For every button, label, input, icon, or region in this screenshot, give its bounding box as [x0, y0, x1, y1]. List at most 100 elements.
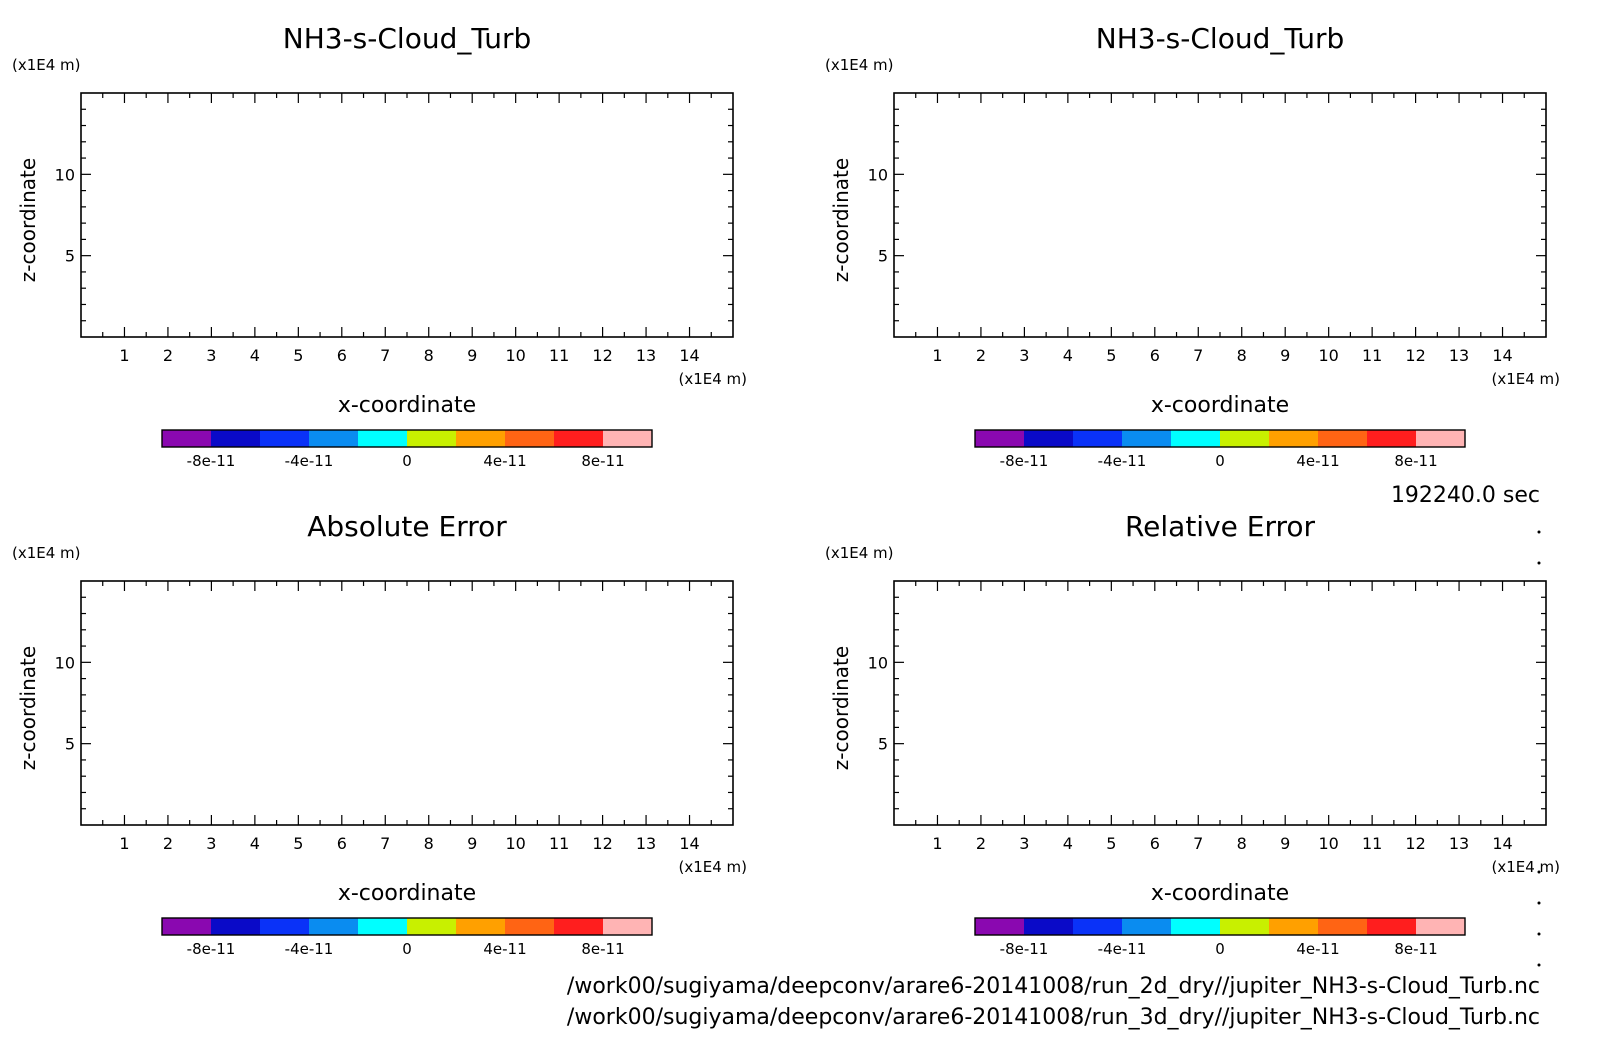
- y-tick-label: 5: [65, 735, 75, 754]
- colorbar-tick-label: -8e-11: [1000, 940, 1049, 958]
- x-axis-label: x-coordinate: [1151, 393, 1289, 418]
- y-axis-label: z-coordinate: [16, 646, 40, 770]
- x-tick-label: 8: [424, 834, 434, 853]
- x-tick-label: 5: [293, 346, 303, 365]
- x-tick-label: 10: [1318, 346, 1338, 365]
- colorbar-segment: [1122, 918, 1171, 935]
- chart-panel: NH3-s-Cloud_Turb(x1E4 m)1 2 3 4 5 6 7 8 9 10 11 12 1…: [12, 22, 747, 470]
- colorbar-frame: [974, 917, 1466, 936]
- colorbar-tick-label: -4e-11: [1098, 940, 1147, 958]
- x-tick-label: 7: [1193, 834, 1203, 853]
- x-tick-label: 2: [976, 346, 986, 365]
- colorbar-tick-label: -8e-11: [187, 940, 236, 958]
- colorbar-frame: [161, 917, 653, 936]
- x-tick-label: 13: [1449, 834, 1469, 853]
- panels: NH3-s-Cloud_Turb(x1E4 m)1 2 3 4 5 6 7 8 9 10 11 12 1…: [12, 22, 1560, 958]
- colorbar-tick-label: 0: [1215, 940, 1225, 958]
- y-axis-label: z-coordinate: [16, 158, 40, 282]
- colorbar-segment: [358, 430, 407, 447]
- x-tick-label: 6: [1150, 834, 1160, 853]
- colorbar-segment: [1073, 430, 1122, 447]
- colorbar-segment: [1367, 430, 1416, 447]
- chart-title: Absolute Error: [307, 510, 507, 543]
- x-tick-label: 9: [467, 834, 477, 853]
- colorbar-segment: [1122, 430, 1171, 447]
- x-tick-label: 5: [293, 834, 303, 853]
- y-tick-label: 10: [868, 165, 888, 184]
- colorbar: -8e-11 -4e-11 0 4e-11 8e-11: [974, 917, 1466, 958]
- colorbar-segment: [1073, 918, 1122, 935]
- colorbar-tick-label: -4e-11: [1098, 452, 1147, 470]
- plot-frame: [893, 92, 1547, 338]
- y-unit-label: (x1E4 m): [825, 544, 894, 562]
- colorbar-segment: [1318, 430, 1367, 447]
- x-unit-label: (x1E4 m): [1491, 370, 1560, 388]
- x-tick-label: 11: [1362, 834, 1382, 853]
- x-tick-label: 1: [932, 346, 942, 365]
- colorbar-tick-label: -8e-11: [1000, 452, 1049, 470]
- colorbar-tick-label: -4e-11: [285, 452, 334, 470]
- plot-frame: [893, 580, 1547, 826]
- x-tick-label: 10: [505, 346, 525, 365]
- colorbar-segment: [358, 918, 407, 935]
- x-tick-label: 11: [549, 834, 569, 853]
- x-tick-label: 9: [1280, 834, 1290, 853]
- colorbar-tick-label: 0: [1215, 452, 1225, 470]
- x-tick-label: 3: [1019, 346, 1029, 365]
- colorbar-segment: [1024, 918, 1073, 935]
- y-unit-label: (x1E4 m): [825, 56, 894, 74]
- colorbar-segment: [456, 430, 505, 447]
- colorbar-tick-label: -8e-11: [187, 452, 236, 470]
- x-tick-label: 1: [932, 834, 942, 853]
- colorbar-segment: [505, 918, 554, 935]
- time-label: 192240.0 sec: [1391, 483, 1540, 508]
- y-axis-label: z-coordinate: [829, 646, 853, 770]
- colorbar-segment: [260, 918, 309, 935]
- x-tick-label: 14: [1492, 346, 1512, 365]
- colorbar-segment: [162, 918, 211, 935]
- x-unit-label: (x1E4 m): [678, 370, 747, 388]
- y-tick-label: 5: [878, 735, 888, 754]
- x-tick-label: 3: [1019, 834, 1029, 853]
- colorbar-tick-label: 8e-11: [1394, 940, 1437, 958]
- colorbar-segment: [1171, 430, 1220, 447]
- x-tick-label: 3: [206, 346, 216, 365]
- colorbar-segment: [1269, 918, 1318, 935]
- x-axis-label: x-coordinate: [338, 393, 476, 418]
- colorbar-segment: [1220, 918, 1269, 935]
- file-path-2d: /work00/sugiyama/deepconv/arare6-2014100…: [567, 974, 1540, 999]
- x-unit-label: (x1E4 m): [1491, 858, 1560, 876]
- x-tick-label: 8: [1237, 834, 1247, 853]
- colorbar-segment: [1269, 430, 1318, 447]
- y-unit-label: (x1E4 m): [12, 544, 81, 562]
- colorbar-segment: [975, 918, 1024, 935]
- colorbar-segment: [1220, 430, 1269, 447]
- colorbar-segment: [211, 430, 260, 447]
- y-tick-label: 5: [65, 247, 75, 266]
- x-tick-label: 6: [337, 834, 347, 853]
- colorbar-frame: [974, 429, 1466, 448]
- colorbar-segment: [162, 430, 211, 447]
- colorbar-segment: [554, 430, 603, 447]
- x-unit-label: (x1E4 m): [678, 858, 747, 876]
- colorbar-tick-label: 4e-11: [483, 940, 526, 958]
- colorbar-segment: [603, 430, 652, 447]
- colorbar-segment: [1416, 430, 1465, 447]
- colorbar-segment: [407, 918, 456, 935]
- colorbar: -8e-11 -4e-11 0 4e-11 8e-11: [161, 917, 653, 958]
- chart-title: Relative Error: [1125, 510, 1316, 543]
- x-tick-label: 3: [206, 834, 216, 853]
- x-tick-label: 2: [163, 346, 173, 365]
- x-tick-label: 13: [636, 346, 656, 365]
- x-tick-label: 8: [424, 346, 434, 365]
- chart-panel: NH3-s-Cloud_Turb(x1E4 m)1 2 3 4 5 6 7 8 9 10 11 12 1…: [825, 22, 1560, 470]
- colorbar: -8e-11 -4e-11 0 4e-11 8e-11: [161, 429, 653, 470]
- colorbar-tick-label: 4e-11: [483, 452, 526, 470]
- y-axis-label: z-coordinate: [829, 158, 853, 282]
- x-tick-label: 7: [1193, 346, 1203, 365]
- colorbar-segment: [505, 430, 554, 447]
- x-tick-label: 4: [1063, 834, 1073, 853]
- x-tick-label: 12: [1405, 834, 1425, 853]
- x-tick-label: 10: [1318, 834, 1338, 853]
